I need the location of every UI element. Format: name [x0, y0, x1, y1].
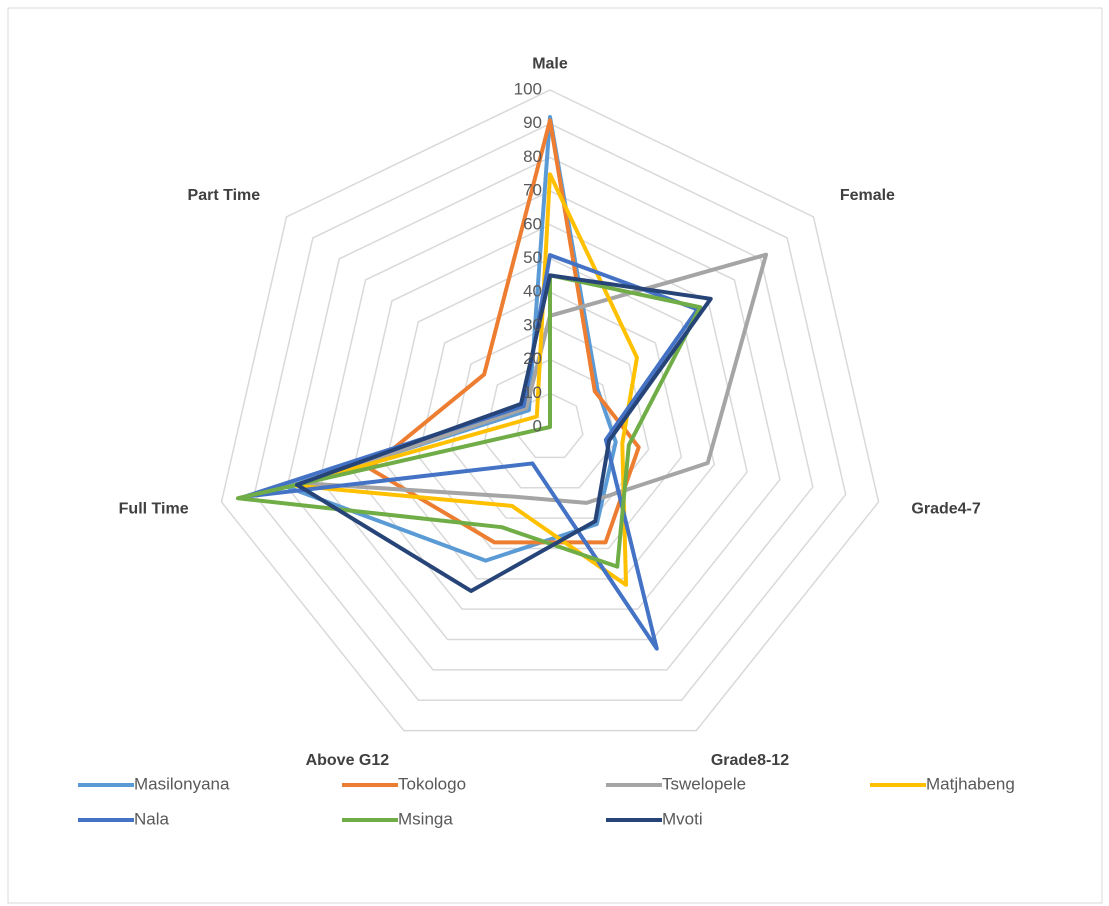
legend-label: Masilonyana: [134, 774, 230, 793]
axis-label: Part Time: [188, 187, 261, 204]
tick-label: 70: [523, 181, 542, 200]
tick-label: 30: [523, 315, 542, 334]
tick-label: 20: [523, 349, 542, 368]
axis-label: Grade4-7: [911, 501, 980, 518]
legend-label: Matjhabeng: [926, 774, 1015, 793]
grid-ring: [384, 257, 716, 580]
grid-ring: [220, 89, 880, 732]
grid-ring: [253, 122, 847, 702]
legend-label: Tswelopele: [662, 774, 746, 793]
axis-label: Grade8-12: [711, 752, 789, 769]
grid-ring: [286, 156, 814, 671]
tick-label: 60: [523, 214, 542, 233]
grid-ring: [319, 190, 781, 641]
tick-label: 40: [523, 282, 542, 301]
legend-label: Nala: [134, 809, 170, 828]
series-line: [301, 252, 769, 505]
legend-label: Msinga: [398, 809, 453, 828]
axis-label: Full Time: [119, 501, 189, 518]
tick-label: 90: [523, 113, 542, 132]
tick-label: 50: [523, 248, 542, 267]
legend-label: Mvoti: [662, 809, 703, 828]
tick-label: 80: [523, 147, 542, 166]
legend-label: Tokologo: [398, 774, 466, 793]
tick-label: 100: [514, 79, 542, 98]
tick-label: 10: [523, 383, 542, 402]
tick-label: 0: [533, 416, 542, 435]
series-line: [295, 273, 713, 593]
grid-ring: [352, 223, 748, 610]
series-line: [291, 172, 639, 587]
axis-label: Above G12: [306, 752, 390, 769]
axis-label: Male: [532, 56, 568, 73]
axis-label: Female: [840, 187, 895, 204]
